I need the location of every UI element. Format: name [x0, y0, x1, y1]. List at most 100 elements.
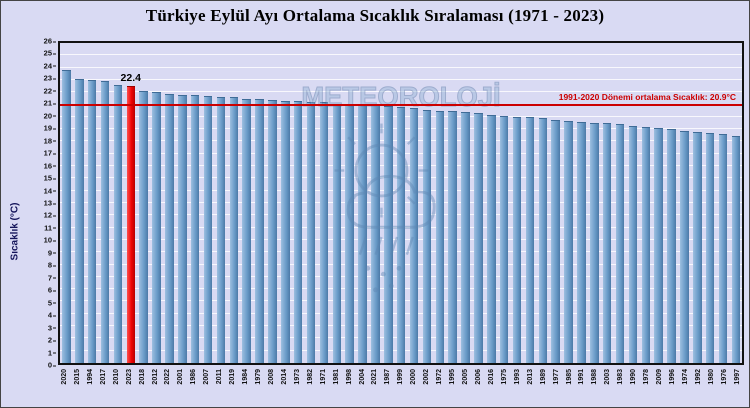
gridline: [60, 66, 742, 68]
x-tick-cell: 1992: [692, 367, 705, 407]
x-tick-label: 1978: [643, 369, 651, 385]
bar-2011: [216, 97, 226, 363]
y-axis-title: Sıcaklık (°C): [9, 202, 21, 261]
y-axis: Sıcaklık (°C) 0 1 2 3 4 5 6 7 8 9 10 11 12 13 14 15 16 17…: [1, 37, 57, 370]
bar-1992: [693, 131, 702, 363]
x-tick-cell: 2017: [97, 367, 110, 407]
x-tick-label: 1997: [733, 369, 741, 385]
x-tick-cell: 1971: [317, 367, 330, 407]
x-tick-label: 1995: [449, 369, 457, 385]
y-tick-label: 12: [43, 210, 57, 220]
x-tick-cell: 2014: [278, 367, 291, 407]
x-tick-cell: 2019: [226, 367, 239, 407]
x-tick-cell: 2016: [485, 367, 498, 407]
bar-cell: [421, 43, 434, 363]
bar-2009: [654, 128, 663, 363]
x-tick-cell: 1998: [343, 367, 356, 407]
bar-2000: [409, 108, 419, 363]
x-tick-cell: 1984: [239, 367, 252, 407]
bar-cell: [717, 43, 730, 363]
bar-cell: [730, 43, 743, 363]
x-tick-cell: 1996: [666, 367, 679, 407]
y-tick-label: 24: [43, 61, 57, 71]
bar-cell: [382, 43, 395, 363]
x-tick-cell: 2020: [58, 367, 71, 407]
bar-2012: [152, 92, 161, 363]
x-tick-label: 1979: [255, 369, 263, 385]
y-tick-label: 11: [44, 223, 56, 233]
bar-2022: [165, 93, 174, 363]
gridline: [60, 78, 742, 80]
y-tick-label: 4: [47, 310, 57, 320]
x-tick-cell: 1989: [537, 367, 550, 407]
x-tick-cell: 1975: [498, 367, 511, 407]
bar-2005: [461, 112, 470, 363]
y-tick-label: 21: [43, 98, 57, 108]
x-tick-cell: 2018: [136, 367, 149, 407]
bar-2014: [281, 101, 290, 363]
x-tick-label: 2004: [358, 369, 366, 385]
bar-1988: [590, 123, 599, 363]
bar-cell: [652, 43, 665, 363]
bar-cell: [614, 43, 627, 363]
bar-cell: [691, 43, 704, 363]
x-tick-cell: 2007: [200, 367, 213, 407]
x-tick-cell: 2013: [524, 367, 537, 407]
y-tick-label: 7: [47, 273, 57, 283]
bar-1980: [705, 133, 715, 363]
bar-cell: [511, 43, 524, 363]
x-tick-cell: 1978: [640, 367, 653, 407]
x-tick-cell: 1973: [291, 367, 304, 407]
bar-cell: [176, 43, 189, 363]
bar-2003: [602, 123, 612, 363]
bar-cell: [408, 43, 421, 363]
x-tick-label: 1993: [513, 369, 521, 385]
bar-2002: [422, 109, 432, 363]
x-tick-label: 1986: [190, 369, 198, 385]
x-tick-cell: 2002: [420, 367, 433, 407]
x-tick-cell: 1991: [576, 367, 589, 407]
bar-cell: [73, 43, 86, 363]
x-tick-cell: 1994: [84, 367, 97, 407]
bar-1981: [332, 103, 342, 363]
x-tick-label: 2001: [177, 369, 185, 385]
y-tick-label: 1: [47, 348, 57, 358]
x-tick-cell: 1985: [563, 367, 576, 407]
y-tick-label: 6: [47, 285, 57, 295]
x-tick-label: 2022: [164, 369, 172, 385]
bar-cell: [627, 43, 640, 363]
bar-cell: [536, 43, 549, 363]
bar-1978: [641, 126, 651, 363]
x-tick-label: 2019: [229, 369, 237, 385]
bar-2006: [474, 113, 483, 363]
bar-cell: [485, 43, 498, 363]
highlight-value-label: 22.4: [120, 72, 141, 85]
bar-2017: [100, 81, 110, 363]
x-tick-label: 2009: [656, 369, 664, 385]
bar-1999: [396, 107, 406, 363]
bar-cell: [318, 43, 331, 363]
x-tick-label: 1972: [436, 369, 444, 385]
x-tick-cell: 1995: [446, 367, 459, 407]
x-tick-label: 1975: [500, 369, 508, 385]
x-tick-cell: 2006: [472, 367, 485, 407]
x-tick-cell: 1988: [588, 367, 601, 407]
bar-cell: [240, 43, 253, 363]
bar-cell: [112, 43, 125, 363]
x-tick-label: 1985: [565, 369, 573, 385]
y-tick-label: 19: [43, 123, 57, 133]
bar-1972: [435, 110, 445, 363]
bar-cell: [601, 43, 614, 363]
bar-cell: [704, 43, 717, 363]
bar-cell: [99, 43, 112, 363]
bar-cell: [124, 43, 137, 363]
bar-cell: [356, 43, 369, 363]
x-tick-label: 2016: [487, 369, 495, 385]
bar-cell: [202, 43, 215, 363]
bar-2019: [229, 97, 239, 363]
x-tick-label: 1999: [397, 369, 405, 385]
y-tick-label: 26: [43, 36, 57, 46]
bar-1973: [293, 101, 303, 363]
y-tick-label: 9: [47, 248, 57, 258]
x-tick-cell: 2004: [356, 367, 369, 407]
